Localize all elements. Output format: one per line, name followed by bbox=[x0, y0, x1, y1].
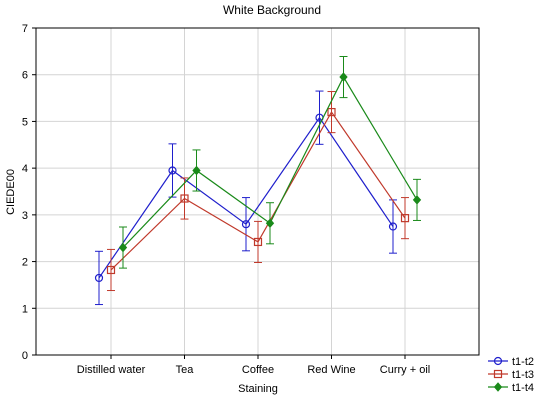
legend-label: t1-t3 bbox=[512, 369, 534, 381]
data-point bbox=[118, 242, 128, 253]
data-point bbox=[180, 194, 189, 203]
data-point bbox=[241, 220, 251, 229]
y-axis-title: CIEDE00 bbox=[5, 169, 17, 215]
data-point bbox=[106, 265, 116, 275]
y-tick-label: 0 bbox=[22, 350, 28, 362]
data-point bbox=[265, 218, 275, 229]
legend-item: t1-t4 bbox=[488, 382, 534, 394]
x-tick-label: Coffee bbox=[242, 364, 274, 376]
y-tick-label: 5 bbox=[22, 116, 28, 128]
y-tick-label: 4 bbox=[22, 163, 28, 175]
legend-marker bbox=[493, 382, 503, 392]
series bbox=[94, 55, 422, 306]
y-tick-label: 2 bbox=[22, 257, 28, 269]
legend-label: t1-t4 bbox=[512, 382, 534, 394]
legend-marker bbox=[493, 369, 503, 379]
data-point bbox=[327, 107, 336, 117]
x-tick-label: Distilled water bbox=[77, 364, 146, 376]
data-point bbox=[253, 237, 263, 247]
series-t1-t2 bbox=[94, 90, 398, 306]
y-tick-label: 3 bbox=[22, 210, 28, 222]
chart-title: White Background bbox=[223, 3, 321, 17]
legend-label: t1-t2 bbox=[512, 356, 534, 368]
x-axis-title: Staining bbox=[238, 383, 278, 395]
legend-item: t1-t2 bbox=[488, 356, 534, 368]
legend-item: t1-t3 bbox=[488, 369, 534, 381]
data-point bbox=[94, 273, 104, 283]
series-t1-t4 bbox=[118, 55, 422, 269]
data-point bbox=[168, 166, 177, 175]
data-point bbox=[388, 222, 398, 231]
y-tick-label: 6 bbox=[22, 70, 28, 82]
x-tick-label: Tea bbox=[176, 364, 195, 376]
y-tick-label: 1 bbox=[22, 303, 28, 315]
series-t1-t3 bbox=[106, 91, 410, 292]
x-tick-label: Red Wine bbox=[307, 364, 355, 376]
data-point bbox=[412, 195, 422, 205]
data-point bbox=[339, 72, 348, 82]
legend-marker bbox=[493, 356, 503, 366]
y-tick-label: 7 bbox=[22, 23, 28, 35]
x-tick-label: Curry + oil bbox=[380, 364, 430, 376]
data-point bbox=[192, 165, 201, 176]
tick-labels: 0 1 2 3 4 5 6 7 Distilled water Tea Coffee Red Wine… bbox=[22, 23, 430, 376]
data-point bbox=[400, 214, 410, 223]
